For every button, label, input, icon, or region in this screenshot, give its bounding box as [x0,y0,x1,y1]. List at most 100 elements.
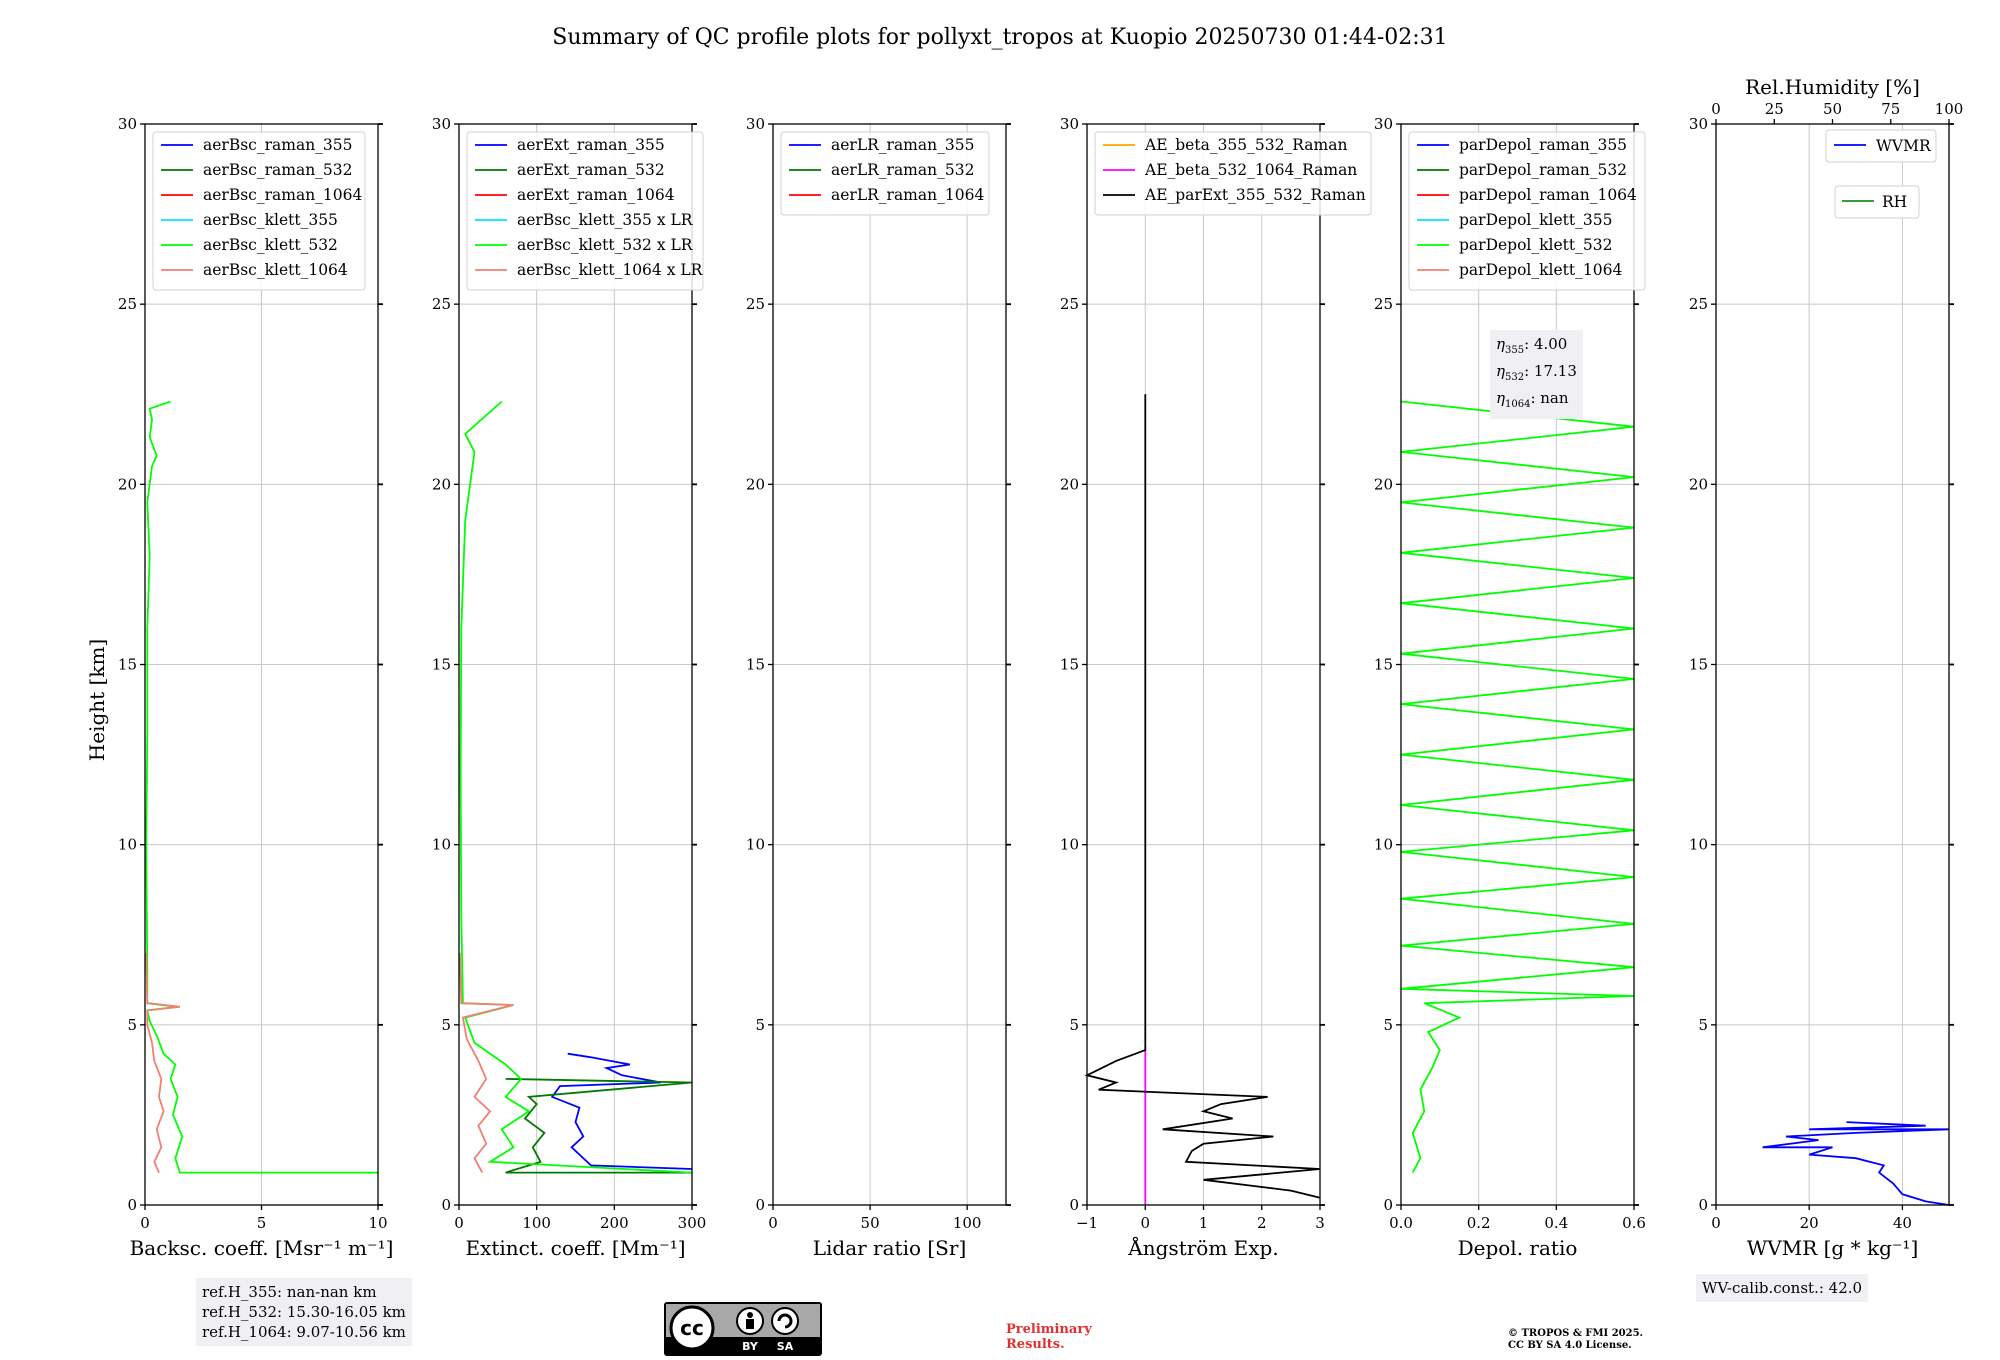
x-tick-label: 50 [861,1214,880,1232]
legend-label: parDepol_klett_532 [1459,236,1612,254]
x-tick-label: 5 [257,1214,267,1232]
y-tick-label: 30 [1689,115,1708,133]
legend-label: aerBsc_klett_355 x LR [517,211,694,229]
x-tick-label: 0.4 [1544,1214,1568,1232]
series-aerext-raman-355 [550,1052,693,1170]
y-tick-label: 30 [432,115,451,133]
y-tick-label: 5 [441,1016,451,1034]
y-tick-label: 5 [127,1016,137,1034]
y-tick-label: 15 [118,656,137,674]
preliminary-note: Preliminary Results. [1006,1322,1092,1352]
y-tick-label: 10 [1060,836,1079,854]
y-tick-label: 15 [1060,656,1079,674]
y-tick-label: 0 [755,1196,765,1214]
x-axis-label: WVMR [g * kg⁻¹] [1747,1236,1919,1260]
y-tick-label: 25 [1060,295,1079,313]
sa-label: SA [777,1340,794,1353]
cc-icon: cc BY SA [666,1304,820,1354]
x-tick-label: 10 [368,1214,387,1232]
legend-box [1825,129,1937,163]
legend-box [1834,185,1920,219]
y-tick-label: 25 [432,295,451,313]
y-tick-label: 0 [1698,1196,1708,1214]
cc-license-badge: cc BY SA [664,1302,822,1356]
legend-label: aerLR_raman_532 [831,161,974,179]
x-tick-label: 0 [1140,1214,1150,1232]
top-tick-label: 0 [1711,100,1721,118]
y-tick-label: 25 [1374,295,1393,313]
legend-label: aerBsc_klett_532 [203,236,338,254]
legend-label: parDepol_raman_1064 [1459,186,1637,204]
x-tick-label: 40 [1893,1214,1912,1232]
ref-h-532: ref.H_532: 15.30-16.05 km [202,1303,406,1321]
y-tick-label: 5 [1383,1016,1393,1034]
y-tick-label: 0 [1383,1196,1393,1214]
sa-icon [771,1307,799,1335]
top-axis-label: Rel.Humidity [%] [1745,75,1920,99]
series-aerbsc-klett-1064-x-lr [458,952,514,1174]
x-tick-label: 0 [1711,1214,1721,1232]
series-aerext-raman-532 [505,1078,693,1174]
y-tick-label: 10 [1374,836,1393,854]
y-tick-label: 20 [1689,475,1708,493]
legend-box [466,131,704,291]
y-tick-label: 20 [1374,475,1393,493]
y-tick-label: 5 [1069,1016,1079,1034]
series-aerbsc-klett-1064 [145,952,180,1173]
legend: AE_beta_355_532_Raman AE_beta_532_1064_Ra… [1094,131,1372,216]
top-tick-label: 50 [1823,100,1842,118]
ref-h-355: ref.H_355: nan-nan km [202,1283,377,1301]
x-tick-label: 2 [1257,1214,1267,1232]
panel-5: 0 5 10 15 20 25 30 0.0 0.2 0.4 0.6 Depol. ratio parD… [1374,115,1646,1260]
panel-1: 0 5 10 15 20 25 30 0 5 10 Backsc. coeff. [Msr⁻¹ m⁻… [118,115,393,1260]
legend-label: AE_beta_355_532_Raman [1144,136,1347,154]
panel-3: 0 5 10 15 20 25 30 0 50 100 Lidar ratio [Sr] aerLR_… [746,115,1011,1260]
wv-calib-const: WV-calib.const.: 42.0 [1702,1279,1863,1297]
legend-label: RH [1882,193,1907,211]
eta-355: η355: 4.00 [1496,335,1568,356]
legend-label: parDepol_klett_355 [1459,211,1612,229]
y-tick-label: 15 [1689,656,1708,674]
y-tick-label: 30 [746,115,765,133]
x-tick-label: 100 [953,1214,982,1232]
series-wvmr [1762,1121,1950,1206]
legend-label: aerBsc_raman_1064 [203,186,363,204]
y-tick-label: 10 [1689,836,1708,854]
x-axis-label: Extinct. coeff. [Mm⁻¹] [465,1236,685,1260]
series-aerbsc-klett-532-x-lr [459,400,693,1174]
legend-label: aerBsc_klett_355 [203,211,338,229]
y-tick-label: 20 [746,475,765,493]
legend: aerLR_raman_355 aerLR_raman_532 aerLR_rama… [780,131,990,216]
legend-label: parDepol_klett_1064 [1459,261,1622,279]
copyright-note: © TROPOS & FMI 2025. CC BY SA 4.0 Licens… [1508,1328,1644,1351]
x-axis-label: Depol. ratio [1458,1236,1578,1260]
series-group [1400,400,1635,1174]
y-tick-label: 20 [118,475,137,493]
x-tick-label: 3 [1315,1214,1325,1232]
x-tick-label: 300 [678,1214,707,1232]
wv-calibration-box: WV-calib.const.: 42.0 [1696,1274,1869,1302]
x-tick-label: 100 [522,1214,551,1232]
legend-label: WVMR [1876,137,1932,155]
legend-box [780,131,990,216]
y-tick-label: 30 [1374,115,1393,133]
legend-label: aerLR_raman_355 [831,136,974,154]
legend-box [1094,131,1372,216]
by-label: BY [742,1340,759,1353]
legend-label: aerLR_raman_1064 [831,186,984,204]
eta-box: η355: 4.00 η532: 17.13 η1064: nan [1490,330,1583,419]
x-tick-label: 200 [600,1214,629,1232]
series-pardepol-klett-532 [1400,400,1635,1174]
legend-label: aerBsc_klett_1064 x LR [517,261,704,279]
top-tick-label: 75 [1881,100,1900,118]
y-tick-label: 15 [432,656,451,674]
series-group [458,400,693,1174]
x-tick-label: 0 [140,1214,150,1232]
legend-box [152,131,366,291]
y-tick-label: 30 [118,115,137,133]
ref-h-1064: ref.H_1064: 9.07-10.56 km [202,1323,406,1341]
